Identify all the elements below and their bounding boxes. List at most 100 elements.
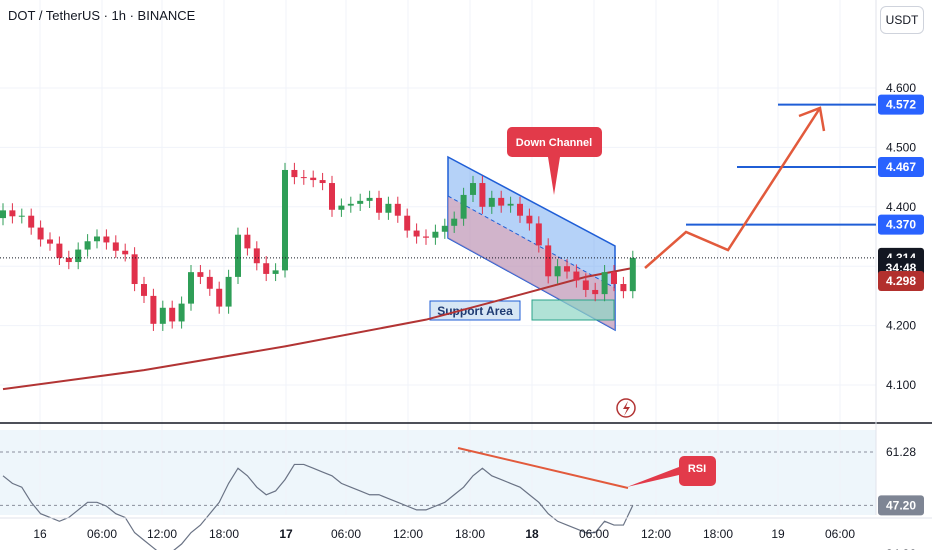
projection-arrow (644, 107, 822, 269)
candle (225, 276, 232, 307)
rsi-panel (0, 430, 876, 515)
rsi-value-label: 47.20 (886, 498, 916, 512)
candle (18, 215, 25, 217)
candle (282, 169, 288, 271)
candle (460, 194, 467, 219)
candle (188, 272, 194, 304)
candle (56, 243, 63, 258)
candle (141, 284, 147, 296)
channel-midline (447, 195, 616, 289)
candle (394, 203, 401, 216)
time-tick-label: 12:00 (147, 527, 177, 541)
price-badge (878, 271, 924, 292)
down-channel-lower-half (448, 196, 615, 330)
candle (112, 242, 119, 251)
candle (517, 203, 523, 216)
candle (573, 271, 580, 281)
time-tick-label: 06:00 (331, 527, 361, 541)
rsi-tick-label: 61.28 (886, 445, 916, 459)
time-tick-label: 19 (771, 527, 785, 541)
candle (564, 266, 570, 272)
candle (47, 239, 53, 244)
candle (441, 225, 448, 232)
time-tick-label: 18:00 (455, 527, 485, 541)
price-badge-label: 4.572 (886, 98, 916, 112)
candle (0, 210, 6, 219)
candle (470, 183, 476, 195)
price-tick-label: 4.500 (886, 140, 916, 154)
price-badge (878, 214, 924, 235)
currency-selector[interactable]: USDT (880, 6, 924, 34)
candle (37, 227, 44, 240)
candle (366, 197, 373, 201)
candle (432, 231, 439, 238)
price-badge (878, 94, 924, 115)
rsi-value-badge (878, 495, 924, 516)
candle (535, 223, 542, 246)
price-tick-label: 4.100 (886, 378, 916, 392)
down-channel-label: Down Channel (516, 137, 592, 149)
candle (272, 270, 279, 274)
time-tick-label: 18:00 (209, 527, 239, 541)
candle (404, 215, 411, 231)
candle (329, 183, 335, 210)
candle (131, 254, 138, 285)
candle (216, 288, 223, 307)
candle (629, 257, 636, 292)
price-tick-label: 4.200 (886, 319, 916, 333)
rsi-callout (627, 456, 716, 487)
candle (451, 218, 458, 226)
price-badge-label: 4.467 (886, 160, 916, 174)
candle (554, 266, 561, 277)
rsi-tick-label: 34.36 (886, 547, 916, 550)
candle (385, 203, 392, 213)
candle (319, 180, 326, 184)
candle (150, 295, 157, 324)
candle (592, 289, 599, 295)
candle (423, 236, 429, 238)
candle (169, 307, 176, 322)
support-zone (531, 299, 615, 321)
projection-arrow-head (798, 106, 826, 132)
time-tick-label: 06:00 (87, 527, 117, 541)
candle (103, 236, 110, 243)
candle (244, 234, 251, 249)
candle (498, 197, 505, 206)
candle (611, 272, 617, 285)
candle (357, 200, 364, 204)
candle (178, 303, 185, 322)
candle (197, 272, 204, 277)
candle (376, 197, 382, 213)
candle (479, 183, 486, 207)
time-tick-label: 18 (525, 527, 539, 541)
candle (84, 241, 91, 250)
candle (291, 169, 298, 178)
candle (582, 280, 589, 290)
candle (75, 249, 82, 263)
time-tick-label: 16 (33, 527, 47, 541)
candle (206, 276, 213, 289)
chart-title: DOT / TetherUS · 1h · BINANCE (8, 8, 196, 23)
candle (488, 197, 495, 207)
candle (338, 205, 345, 210)
time-tick-label: 17 (279, 527, 293, 541)
time-tick-label: 06:00 (825, 527, 855, 541)
price-badge (878, 157, 924, 178)
candle (28, 215, 35, 228)
candle (9, 210, 16, 217)
candle (507, 203, 514, 206)
time-tick-label: 06:00 (579, 527, 609, 541)
candle (601, 272, 608, 295)
lightning-icon-bolt (623, 401, 630, 416)
candle (159, 307, 166, 324)
time-tick-label: 12:00 (393, 527, 423, 541)
candle (310, 177, 317, 181)
rsi-divergence-line (457, 447, 629, 489)
candle (526, 215, 533, 224)
down-channel-callout (507, 127, 602, 195)
price-tick-label: 4.400 (886, 200, 916, 214)
price-badge-label: 4.370 (886, 218, 916, 232)
support-area-label-box (429, 300, 521, 321)
time-tick-label: 12:00 (641, 527, 671, 541)
